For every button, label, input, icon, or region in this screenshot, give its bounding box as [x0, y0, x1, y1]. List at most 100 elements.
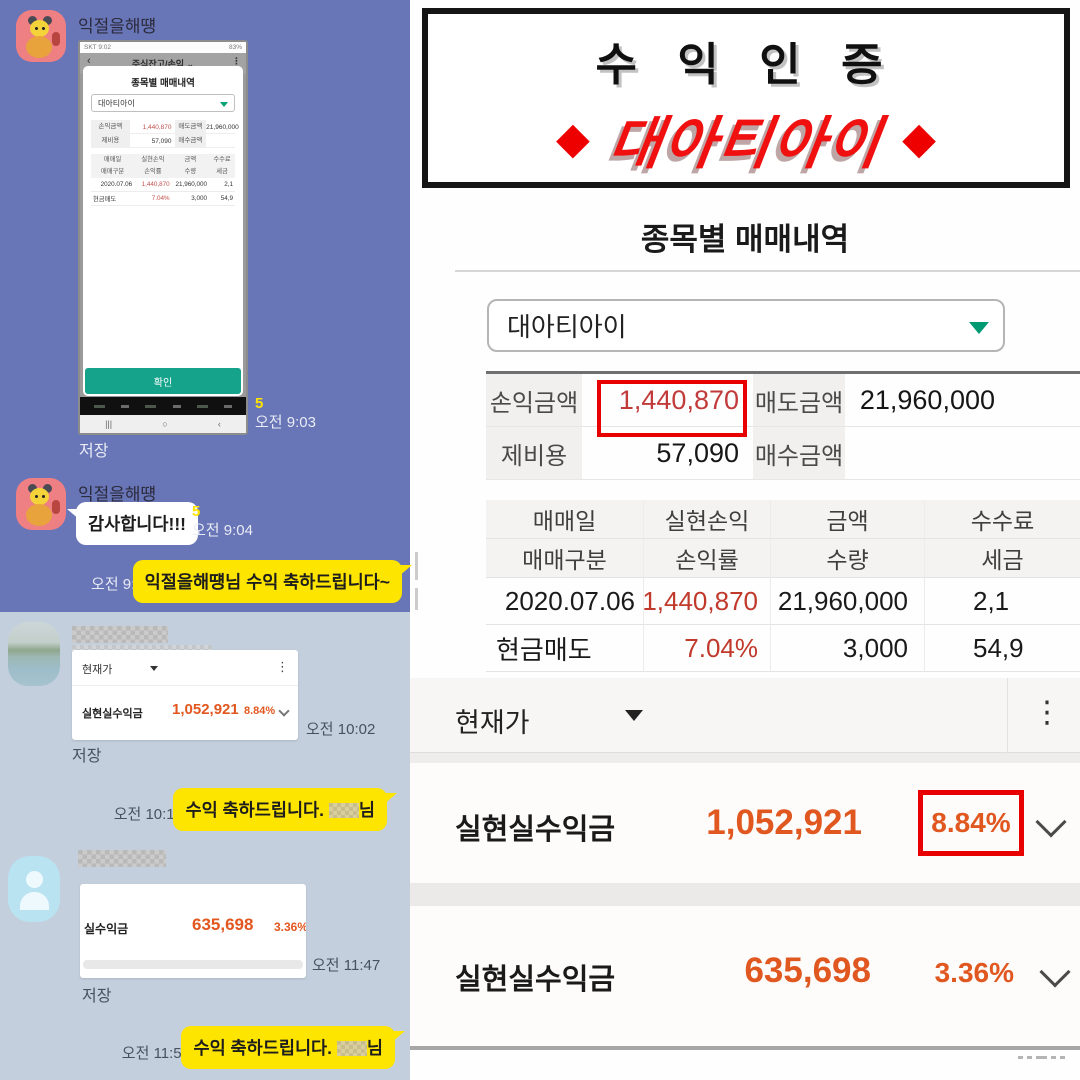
mini-cell: 57,090 — [151, 137, 172, 145]
avatar-decoration — [35, 495, 38, 498]
mini-cell: 3,000 — [191, 195, 208, 202]
confirm-button[interactable]: 확인 — [85, 368, 241, 394]
blurred-sender-name — [78, 850, 166, 867]
cell-header: 실현손익 — [643, 500, 770, 539]
mini-cell: 2020.07.06 — [100, 181, 133, 188]
cutoff-text-fragment — [1018, 1056, 1065, 1059]
table-row: 현금매도 7.04% 3,000 54,9 — [486, 625, 1080, 672]
phone-nav-bar: ||| ○ ‹ — [80, 415, 246, 433]
avatar[interactable] — [8, 622, 60, 686]
mini-cell: 손익금액 — [91, 120, 130, 134]
save-link[interactable]: 저장 — [72, 748, 102, 765]
highlight-box: 8.84% — [918, 790, 1024, 856]
timestamp: 오전 10:10 — [113, 806, 183, 823]
home-icon[interactable]: ○ — [162, 419, 168, 429]
profit-percent: 8.84% — [931, 807, 1011, 838]
statement-title: 종목별 매매내역 — [640, 222, 850, 257]
shared-screenshot-image[interactable]: SKT 9:02 83% ‹ 주식잔고/손익 ⌄ ⋮ 종목별 매매내역 대아티아… — [78, 40, 248, 435]
sent-message-bubble: 익절을해떙님 수익 축하드립니다~ — [132, 560, 412, 603]
phone-app-menu-bar — [80, 397, 246, 415]
banner-stock-row: ◆ 대아티아이 ◆ — [428, 98, 1064, 180]
blurred-sender-name — [72, 626, 168, 643]
chevron-down-icon — [278, 705, 290, 717]
cell-header: 금액 — [770, 500, 924, 539]
profit-row: 실현실수익금 1,052,921 8.84% — [410, 763, 1080, 883]
message-meta: 오전 11:59 — [122, 1044, 190, 1063]
timestamp: 오전 9:04 — [192, 522, 253, 539]
mini-cell: 세금 — [209, 166, 235, 178]
sender-name: 익절을해떙 — [78, 485, 157, 504]
avatar-decoration — [43, 16, 52, 25]
stock-select-value: 대아티아이 — [507, 312, 627, 342]
cell-value: 1,440,870 — [642, 578, 770, 625]
profit-amount: 635,698 — [192, 915, 254, 934]
shared-screenshot-image[interactable]: 현재가 ⋮ 실현실수익금 1,052,921 8.84% — [72, 650, 298, 740]
shared-screenshot-image[interactable]: 실수익금 635,698 3.36% — [80, 884, 306, 978]
avatar-decoration — [30, 488, 49, 505]
avatar-decoration — [42, 27, 45, 30]
card-scroll-strip — [83, 960, 303, 969]
stock-select-value: 대아티아이 — [98, 98, 135, 108]
stock-select[interactable]: 대아티아이 — [487, 299, 1005, 352]
ticker-dropdown-label[interactable]: 현재가 — [455, 708, 530, 738]
table-header-row: 매매구분 손익률 수량 세금 — [486, 539, 1080, 578]
mini-cell: 손익률 — [134, 166, 172, 178]
card-dropdown-label[interactable]: 현재가 — [82, 664, 113, 676]
menu-dots-icon[interactable]: ⋮ — [1032, 696, 1062, 729]
chat-panel: 익절을해떙 SKT 9:02 83% ‹ 주식잔고/손익 ⌄ ⋮ 종목별 매매내… — [0, 0, 412, 1080]
chevron-down-icon — [220, 102, 228, 107]
avatar[interactable] — [8, 856, 60, 922]
avatar-decoration — [26, 36, 52, 58]
received-message-bubble: 감사합니다!!! — [67, 502, 198, 545]
recents-icon[interactable]: ||| — [105, 419, 113, 429]
cell-label: 제비용 — [486, 427, 582, 479]
mini-cell: 21,960,000 — [206, 123, 239, 131]
mini-cell: 1,440,870 — [141, 181, 170, 188]
avatar-decoration — [42, 495, 45, 498]
message-text: 수익 축하드립니다. — [185, 800, 325, 820]
save-link[interactable]: 저장 — [79, 443, 109, 460]
card-header-row: 현재가 ⋮ — [72, 650, 298, 686]
back-icon[interactable]: ‹ — [217, 419, 221, 429]
avatar-decoration — [52, 32, 60, 46]
cell-label: 매수금액 — [753, 427, 845, 479]
scrollbar-fragment — [415, 588, 418, 610]
cell-value: 54,9 — [924, 625, 1080, 672]
timestamp: 오전 11:47 — [312, 957, 381, 974]
message-meta: 오전 11:47 — [312, 956, 380, 975]
mini-cell: 54,9 — [220, 195, 233, 202]
profit-percent: 3.36% — [274, 920, 306, 934]
profit-amount: 635,698 — [744, 951, 871, 990]
avatar-decoration — [26, 504, 52, 526]
phone-status-bar: SKT 9:02 83% — [80, 42, 246, 53]
status-carrier-time: SKT 9:02 — [84, 44, 111, 51]
menu-dots-icon[interactable]: ⋮ — [276, 659, 289, 674]
profit-percent: 8.84% — [244, 705, 276, 717]
scrollbar-fragment — [415, 552, 418, 580]
save-link[interactable]: 저장 — [82, 988, 112, 1005]
mini-summary-table: 손익금액 1,440,870 매도금액 21,960,000 제비용 57,09… — [91, 120, 239, 148]
chevron-down-icon[interactable] — [1035, 806, 1067, 838]
stock-select-mini[interactable]: 대아티아이 — [91, 94, 235, 112]
mini-cell: 수수료 — [209, 154, 235, 166]
message-meta: 오전 10:02 — [306, 720, 375, 739]
cell-label: 매도금액 — [753, 374, 845, 426]
avatar[interactable] — [16, 478, 66, 530]
mini-detail-table: 매매일 실현손익 금액 수수료 매매구분 손익률 수량 세금 2020.07.0… — [91, 154, 235, 206]
mini-cell: 실현손익 — [134, 154, 172, 166]
diamond-icon: ◆ — [556, 114, 590, 163]
mini-cell: 매매구분 — [91, 166, 135, 178]
sent-message-bubble: 수익 축하드립니다. 님 — [181, 1026, 405, 1069]
cell-value: 2020.07.06 — [486, 578, 643, 625]
mini-cell: 금액 — [171, 154, 210, 166]
cell-value: 1,440,870 — [618, 384, 739, 415]
mini-cell: 매매일 — [91, 154, 135, 166]
avatar[interactable] — [16, 10, 66, 62]
chevron-down-icon[interactable] — [1039, 956, 1071, 988]
avatar-decoration — [28, 484, 37, 493]
chevron-down-icon[interactable] — [625, 710, 643, 721]
unread-badge: 5 — [192, 503, 201, 520]
divider — [1007, 678, 1008, 753]
bubble-tail — [67, 509, 80, 520]
diamond-icon: ◆ — [902, 114, 936, 163]
